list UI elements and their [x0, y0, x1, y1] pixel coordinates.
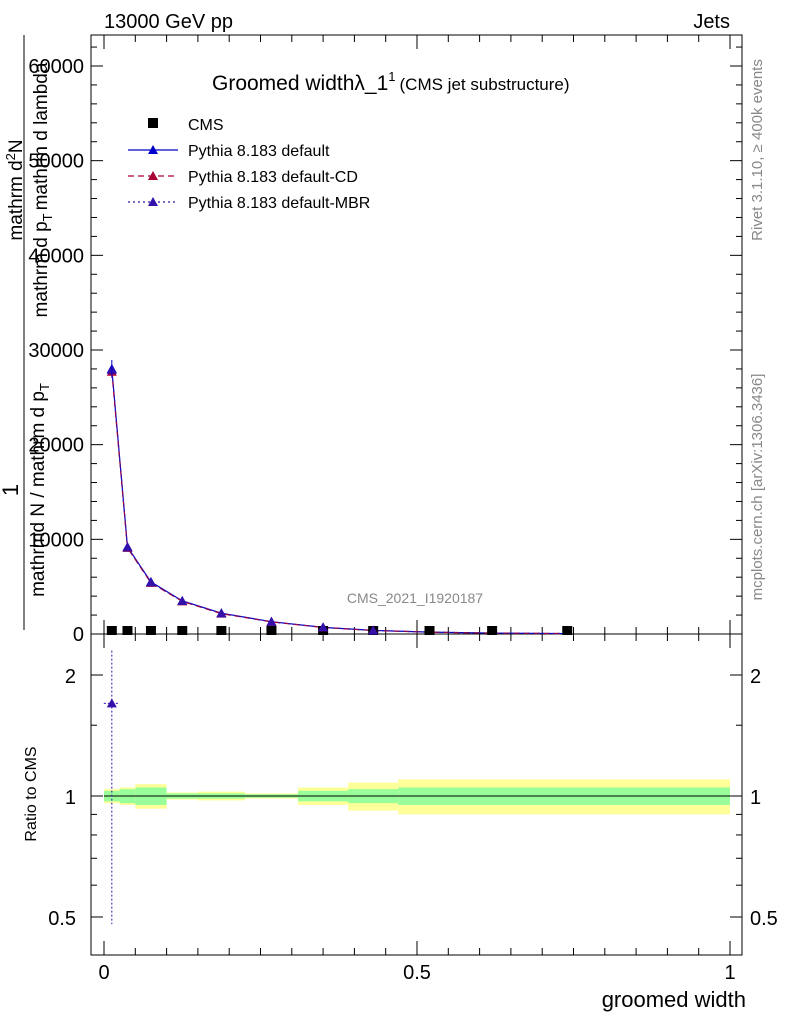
ylabel-one: 1 [0, 484, 23, 496]
cms-data-point [562, 626, 573, 635]
plot-title: Groomed widthλ_11 (CMS jet substructure) [212, 69, 570, 95]
ratio-y-tick-label: 0.5 [48, 908, 76, 930]
plot-title-sub: (CMS jet substructure) [400, 75, 570, 94]
ratio-y-tick-label-right: 0.5 [750, 908, 778, 930]
legend-entry-label: Pythia 8.183 default-CD [188, 169, 358, 186]
main-y-tick-label: 20000 [28, 435, 84, 457]
series-line-3 [111, 369, 568, 635]
legend-entry-label: CMS [188, 117, 224, 134]
ratio-y-tick-label: 1 [65, 787, 76, 809]
series-marker-3 [145, 577, 156, 587]
x-tick-label: 0.5 [403, 962, 431, 984]
series-lines [111, 368, 568, 635]
ratio-y-tick-label: 2 [65, 666, 76, 688]
series-line-2 [111, 371, 568, 635]
series-marker-3 [318, 622, 329, 632]
main-y-tick-label: 0 [73, 624, 84, 646]
legend-marker-2 [148, 171, 158, 180]
main-y-tick-label: 40000 [28, 245, 84, 267]
energy-label: 13000 GeV pp [104, 11, 233, 33]
ratio-points [103, 650, 120, 925]
category-label: Jets [693, 11, 730, 33]
ratio-y-tick-label-right: 1 [750, 787, 761, 809]
legend: CMS Pythia 8.183 default Pythia 8.183 defa… [128, 117, 370, 212]
legend-entry-label: Pythia 8.183 default [188, 143, 330, 160]
cms-data-point [106, 626, 117, 635]
legend-marker-1 [148, 145, 158, 154]
main-y-tick-label: 30000 [28, 340, 84, 362]
x-tick-label: 0 [98, 962, 109, 984]
ratio-y-tick-label-right: 2 [750, 666, 761, 688]
ylabel-denominator: mathrmd N / mathrm d pT [28, 383, 52, 597]
cms-data-point [122, 626, 133, 635]
series-line-1 [111, 368, 568, 635]
series-marker-3 [266, 616, 277, 626]
cms-data-point [487, 626, 498, 635]
ratio-y-axis-label: Ratio to CMS [23, 746, 40, 841]
cms-data-point [266, 626, 277, 635]
main-y-axis-label: 1 mathrmd N / mathrm d pT mathrm d2N mat… [0, 35, 55, 630]
main-y-tick-label: 10000 [28, 529, 84, 551]
cms-data-point [145, 626, 156, 635]
analysis-watermark: CMS_2021_I1920187 [347, 590, 483, 606]
series-markers [106, 359, 573, 635]
cms-data-point [216, 626, 227, 635]
ylabel-inner-denominator: mathrm d pTmathrm d lambda [31, 62, 55, 317]
plot-title-main: Groomed widthλ_1 [212, 72, 388, 95]
series-marker-3 [177, 596, 188, 606]
series-marker-3 [122, 542, 133, 552]
mcplots-label: mcplots.cern.ch [arXiv:1306.3436] [749, 374, 766, 601]
main-y-tick-label: 50000 [28, 151, 84, 173]
ratio-mbr-marker [106, 698, 117, 708]
ratio-y-ticks: 0.5 0.5 1 1 2 2 [48, 666, 778, 930]
x-axis-label: groomed width [602, 987, 746, 1012]
ylabel-inner-numerator: mathrm d2N [3, 139, 27, 240]
main-y-tick-label: 60000 [28, 56, 84, 78]
plot-title-superscript: 1 [388, 69, 395, 84]
main-y-ticks: 0 10000 20000 30000 40000 50000 60000 [28, 46, 742, 646]
series-marker-3 [216, 608, 227, 618]
cms-data-point [177, 626, 188, 635]
x-tick-label: 1 [724, 962, 735, 984]
rivet-label: Rivet 3.1.10, ≥ 400k events [749, 59, 766, 241]
cms-data-point [424, 626, 435, 635]
legend-entry-label: Pythia 8.183 default-MBR [188, 195, 370, 212]
legend-marker-3 [148, 197, 158, 206]
legend-marker-cms [148, 118, 158, 128]
series-marker-3 [368, 625, 379, 635]
